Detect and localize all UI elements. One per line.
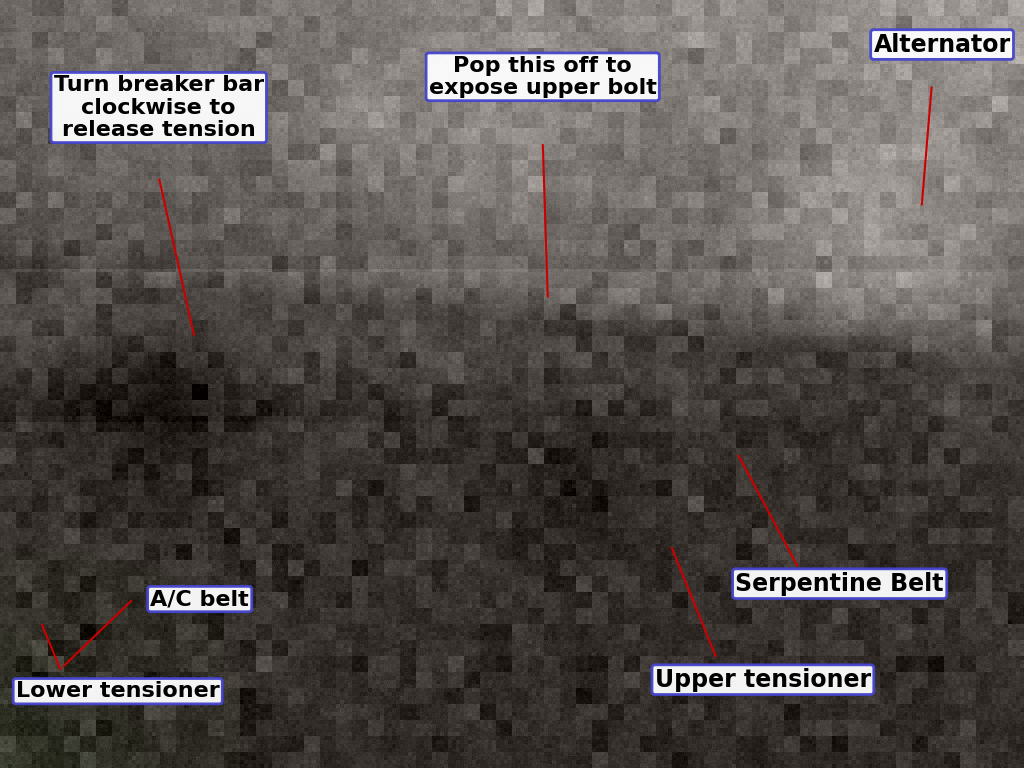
Text: Turn breaker bar
clockwise to
release tension: Turn breaker bar clockwise to release te… bbox=[53, 75, 264, 140]
Text: Lower tensioner: Lower tensioner bbox=[16, 681, 219, 701]
Text: Serpentine Belt: Serpentine Belt bbox=[735, 571, 944, 596]
Text: Alternator: Alternator bbox=[873, 32, 1011, 57]
Text: A/C belt: A/C belt bbox=[151, 589, 249, 609]
Text: Pop this off to
expose upper bolt: Pop this off to expose upper bolt bbox=[429, 55, 656, 98]
Text: Upper tensioner: Upper tensioner bbox=[654, 667, 871, 692]
